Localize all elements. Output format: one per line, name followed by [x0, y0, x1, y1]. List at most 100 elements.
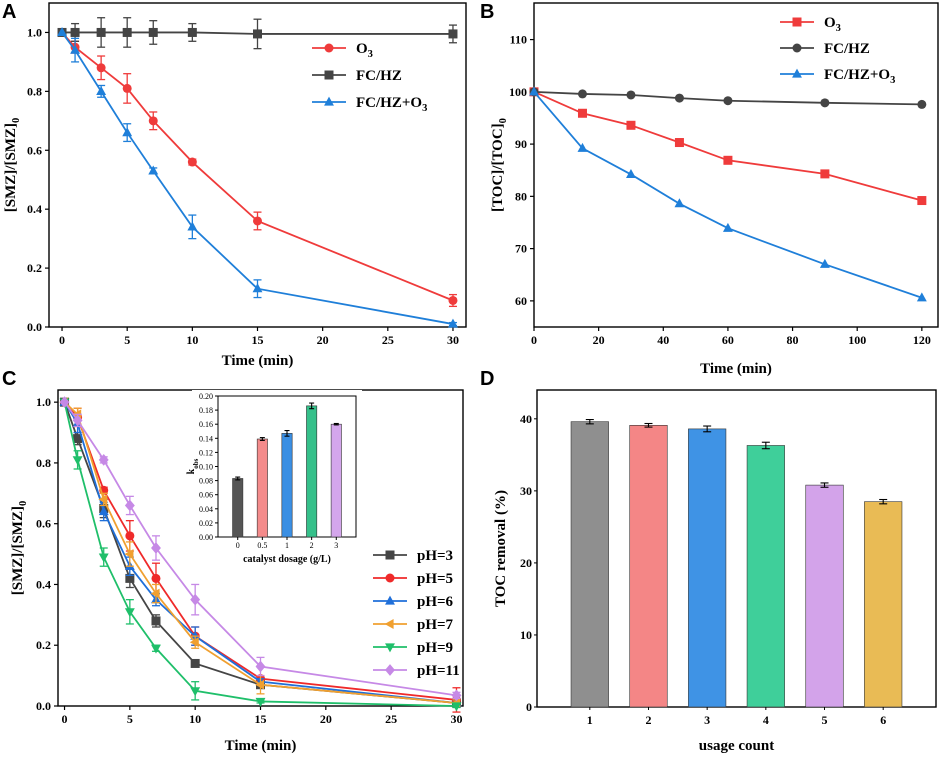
x-axis-title: catalyst dosage (g/L) [243, 554, 331, 565]
data-point [448, 318, 458, 328]
bar [805, 484, 844, 708]
legend-label: O3 [824, 15, 841, 34]
y-tick-label: 0.6 [27, 143, 42, 157]
x-tick-label: 20 [320, 712, 332, 726]
data-point [255, 697, 266, 707]
y-tick-label: 0.0 [27, 320, 42, 334]
series-line [63, 401, 457, 704]
data-point [448, 295, 458, 305]
y-tick-label: 0.14 [199, 434, 213, 443]
x-tick-label: 100 [848, 333, 866, 347]
panel-letter-d: D [480, 368, 494, 390]
x-tick-label: 0 [236, 541, 240, 550]
bar [330, 423, 342, 538]
data-point [190, 687, 201, 697]
data-point [190, 658, 200, 668]
data-point [98, 553, 109, 563]
panel-letter-a: A [2, 1, 16, 23]
legend: O3 FC/HZ FC/HZ+O3 [312, 41, 427, 114]
series-2 [529, 87, 927, 109]
y-axis-title: TOC removal (%) [493, 490, 509, 607]
series-2 [57, 17, 458, 50]
data-point [674, 93, 684, 103]
data-point [917, 196, 927, 206]
legend-marker [792, 17, 802, 27]
data-point [674, 198, 685, 208]
y-tick-label: 0.4 [36, 577, 51, 591]
data-point [917, 99, 927, 109]
x-tick-label: 5 [822, 713, 828, 727]
data-point [187, 221, 198, 231]
series-3 [529, 86, 927, 302]
data-point [190, 630, 201, 640]
legend-label: pH=6 [417, 594, 454, 610]
inset-chart: 0.00 0.02 0.04 0.06 0.08 0.10 0.12 0.14 0.16 0.18… [186, 390, 362, 570]
legend: pH=3 pH=5 pH=6 pH=7 pH=9 pH=11 [373, 548, 460, 679]
y-tick-label: 1.0 [36, 395, 51, 409]
legend-label: pH=11 [417, 663, 460, 679]
data-point [820, 169, 830, 179]
y-tick-label: 0.00 [199, 533, 213, 542]
data-point [150, 588, 160, 599]
x-axis-title: Time (min) [700, 361, 772, 377]
legend-label: O3 [356, 41, 373, 60]
y-tick-label: 0.08 [199, 477, 213, 486]
bar [232, 478, 244, 538]
panel-letter-c: C [2, 368, 16, 390]
data-point [255, 679, 265, 690]
y-tick-label: 40 [520, 412, 532, 426]
y-axis-title: [SMZ]/[SMZ]0 [3, 118, 22, 212]
bar [570, 421, 609, 708]
data-point [253, 216, 262, 226]
data-point [124, 549, 134, 560]
data-point [122, 27, 132, 37]
y-tick-label: 0.04 [199, 505, 213, 514]
y-tick-label: 110 [510, 33, 527, 47]
x-tick-label: 4 [763, 713, 769, 727]
data-point [96, 63, 106, 73]
data-point [448, 29, 458, 39]
panel-letter-b: B [480, 1, 494, 23]
series-1 [57, 27, 458, 308]
x-tick-label: 120 [913, 333, 931, 347]
series-line [63, 401, 457, 697]
x-tick-label: 1 [587, 713, 593, 727]
data-point [125, 573, 135, 583]
data-point [819, 258, 830, 268]
y-tick-label: 1.0 [27, 25, 42, 39]
data-point [723, 96, 733, 106]
x-tick-label: 20 [317, 333, 329, 347]
legend-marker [385, 550, 395, 560]
data-point [820, 98, 830, 108]
legend-label: pH=9 [417, 640, 453, 656]
bar [256, 438, 268, 538]
y-tick-label: 80 [515, 189, 527, 203]
x-tick-label: 3 [334, 541, 338, 550]
data-point [57, 27, 67, 37]
x-axis-title: Time (min) [225, 738, 297, 754]
data-point [73, 434, 83, 444]
data-point [72, 414, 83, 427]
y-tick-label: 0.2 [27, 261, 42, 275]
y-tick-label: 0.8 [27, 84, 42, 98]
data-point [72, 456, 83, 466]
x-tick-label: 2 [310, 541, 314, 550]
data-point [187, 157, 197, 167]
data-point [96, 85, 107, 95]
bar [629, 425, 668, 708]
legend-marker [385, 664, 395, 676]
series-line [533, 91, 923, 299]
series-line [61, 31, 454, 302]
plot-frame [48, 2, 467, 328]
data-point [577, 108, 587, 118]
data-point [96, 27, 106, 37]
y-tick-label: 60 [515, 294, 527, 308]
data-point [626, 90, 636, 100]
data-point [125, 531, 135, 541]
data-point [529, 86, 539, 96]
data-point [451, 702, 462, 712]
x-tick-label: 30 [450, 712, 462, 726]
legend-label: pH=5 [417, 571, 453, 587]
x-tick-label: 10 [189, 712, 201, 726]
